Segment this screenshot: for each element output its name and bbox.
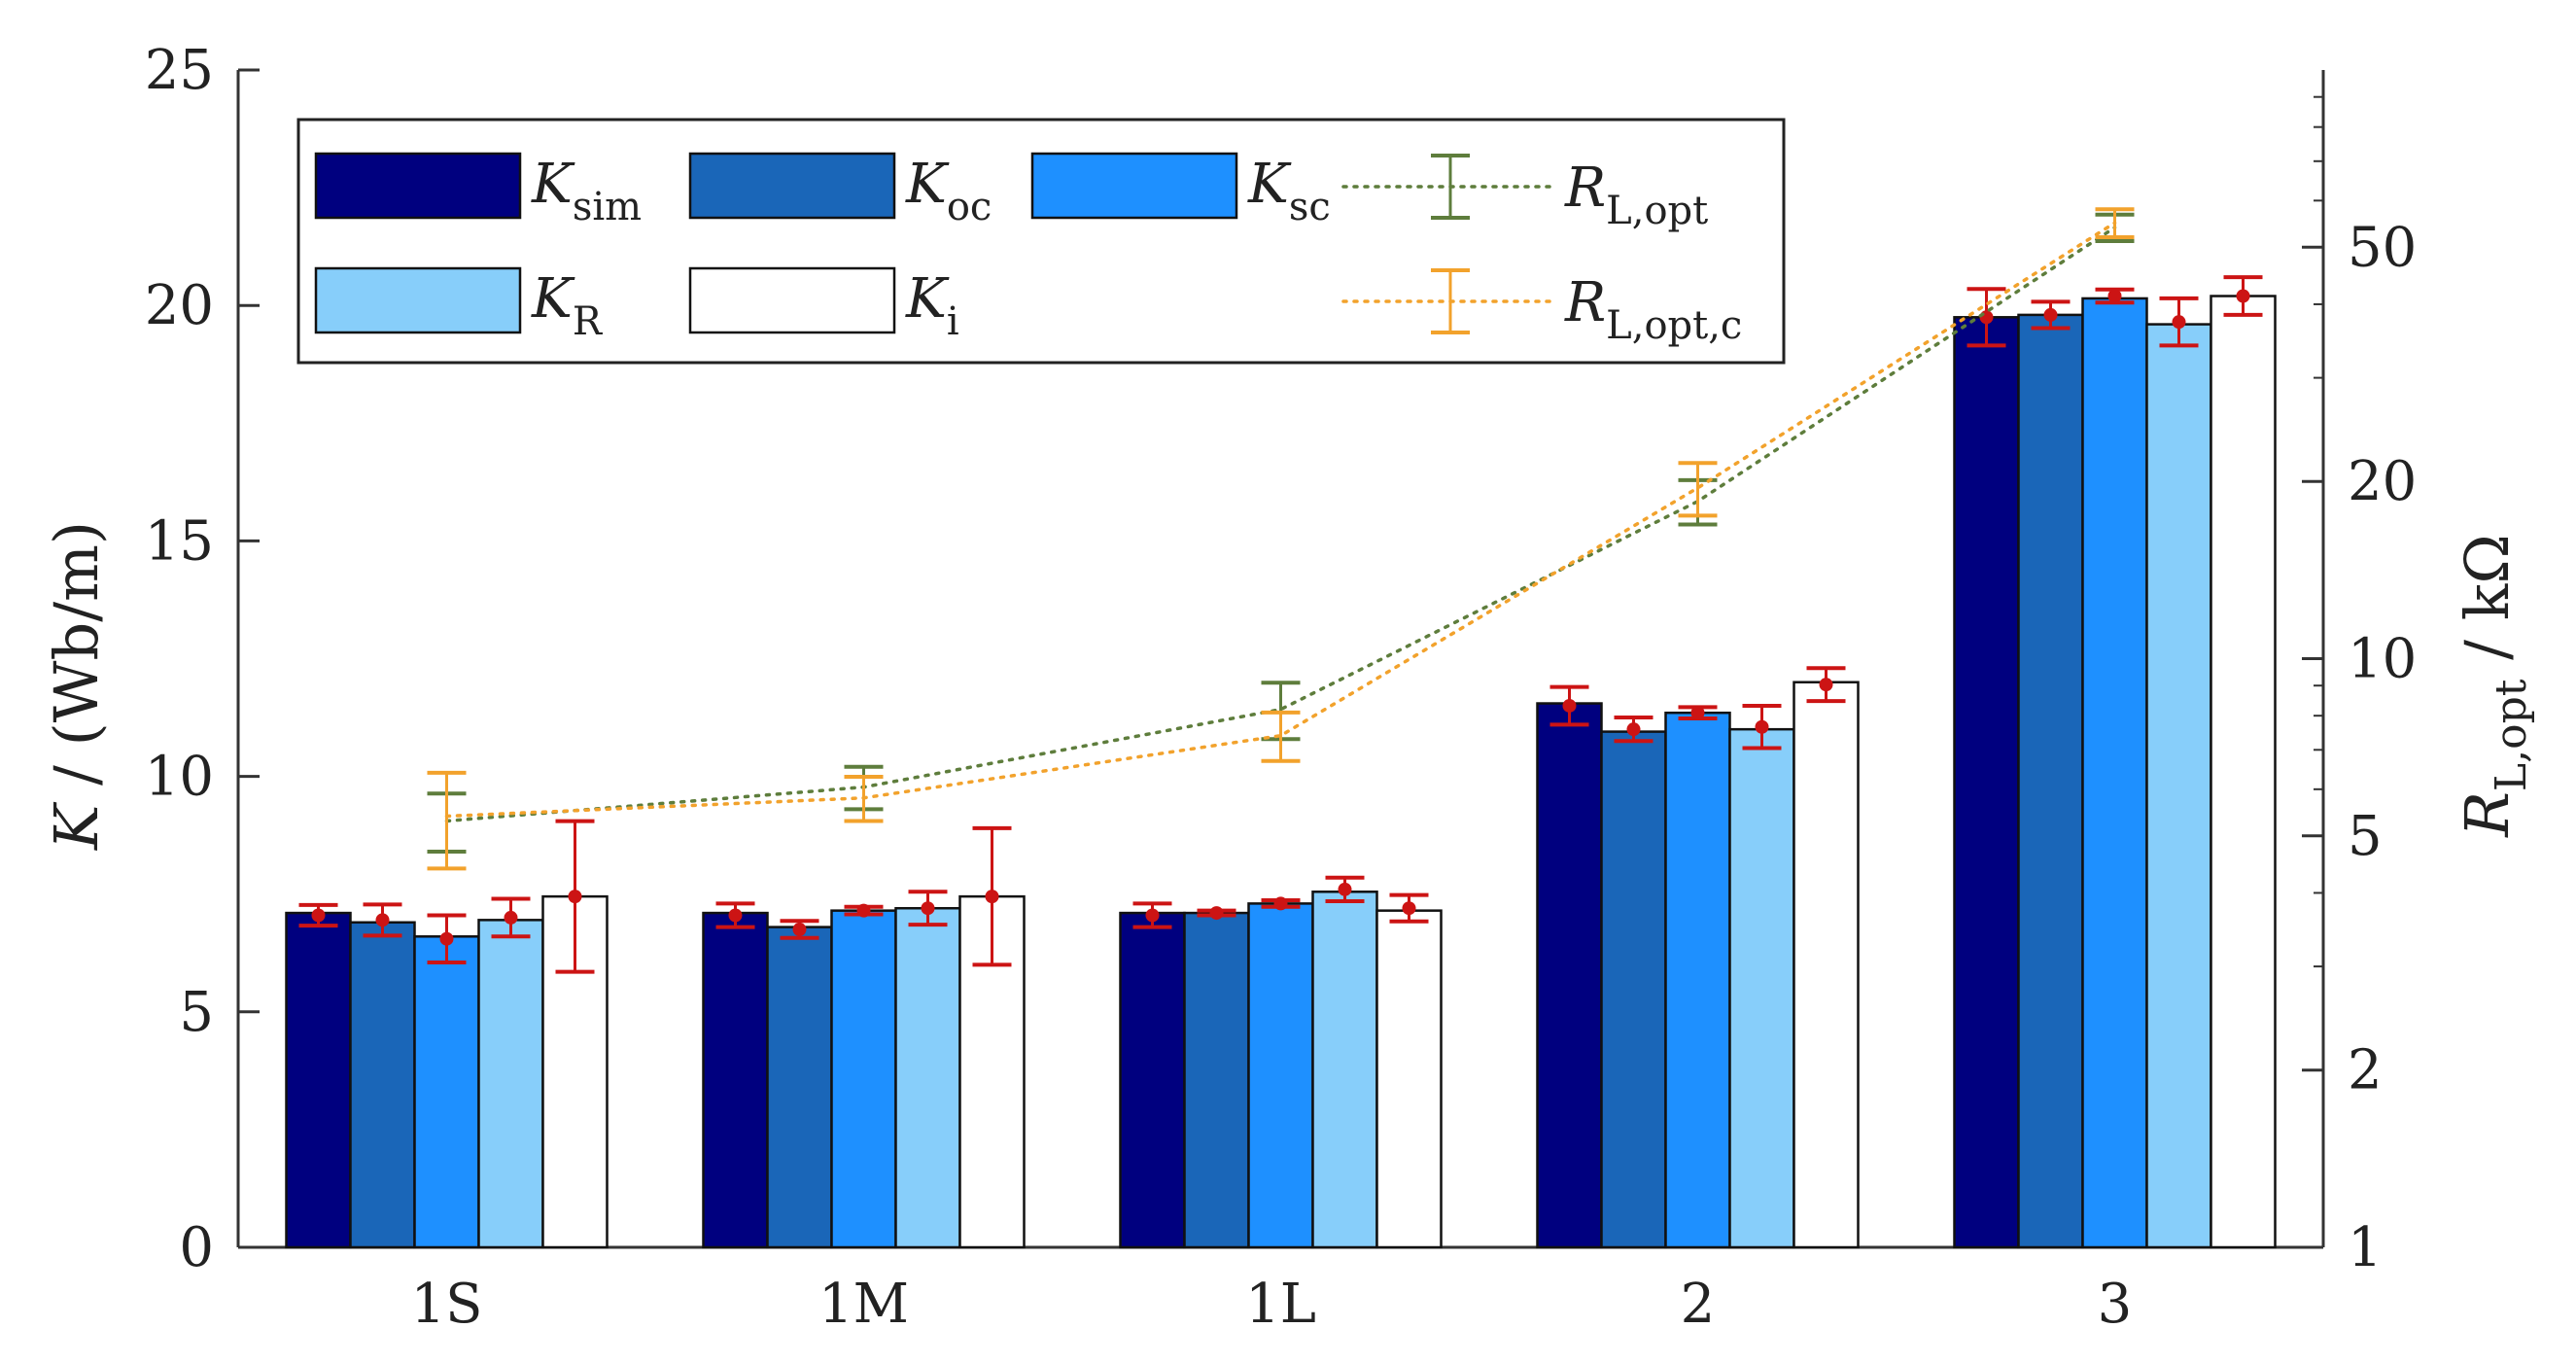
errorbar-mean-dot (375, 913, 390, 927)
line-R_L,opt (444, 226, 2117, 823)
bar-K_oc-2 (1600, 730, 1667, 1249)
errorbar-mean-dot (2172, 315, 2186, 330)
bar-K_i-3 (2210, 295, 2277, 1249)
y-right-tick-label: 1 (2348, 1216, 2383, 1279)
errorbar-mean-dot (1273, 896, 1288, 911)
legend-swatch-K_oc (688, 152, 896, 220)
y-axis-left-title: K / (Wb/m) (41, 521, 112, 851)
bar-K_R-1L (1311, 891, 1378, 1249)
errorbar-mean-dot (921, 901, 935, 916)
legend-label-K_sc: Ksc (1247, 153, 1331, 229)
bar-K_oc-1M (766, 926, 833, 1249)
x-tick-label: 1L (1245, 1273, 1316, 1336)
legend-swatch-K_sc (1030, 152, 1238, 220)
y-left-tick-label: 0 (179, 1216, 214, 1279)
bar-K_i-2 (1793, 681, 1860, 1249)
errorbar-mean-dot (1562, 698, 1577, 713)
bar-K_R-3 (2145, 323, 2212, 1249)
legend: Ksim Koc Ksc KR Ki RL,opt RL,opt,c (296, 118, 1786, 365)
errorbar-mean-dot (2236, 289, 2250, 303)
bar-K_sim-2 (1536, 702, 1603, 1249)
x-tick-label: 1M (818, 1273, 909, 1336)
legend-swatch-K_i (688, 266, 896, 334)
x-tick-label: 1S (411, 1273, 483, 1336)
errorbar-mean-dot (985, 890, 999, 904)
y-left-tick-label: 25 (145, 39, 214, 102)
bar-K_i-1L (1375, 909, 1443, 1249)
legend-label-K_sim: Ksim (531, 153, 642, 229)
errorbar-mean-dot (1819, 678, 1833, 692)
y-left-tick-label: 5 (179, 981, 214, 1044)
errorbar-mean-dot (1690, 706, 1705, 720)
errorbar-mean-dot (728, 908, 743, 923)
errorbar-mean-dot (792, 923, 807, 937)
bar-K_sc-1L (1247, 902, 1314, 1249)
legend-swatch-K_R (314, 266, 522, 334)
resistance-lines (427, 207, 2135, 871)
bar-K_sc-1S (413, 935, 480, 1249)
errorbar-mean-dot (2043, 307, 2058, 322)
errorbar-mean-dot (1209, 906, 1224, 921)
y-right-tick-label: 5 (2348, 805, 2383, 868)
bar-K_sim-1S (285, 911, 352, 1249)
errorbar-mean-dot (1145, 908, 1160, 923)
x-tick-label: 2 (1681, 1273, 1716, 1336)
legend-label-K_oc: Koc (905, 153, 992, 229)
y-right-tick-label: 20 (2348, 450, 2417, 513)
y-left-tick-label: 15 (145, 509, 214, 573)
legend-swatch-K_sim (314, 152, 522, 220)
bar-K_sim-1L (1119, 911, 1186, 1249)
errorbar-mean-dot (439, 931, 454, 946)
bar-K_sc-1M (830, 909, 897, 1249)
y-axis-right-title: RL,opt / kΩ (2452, 534, 2536, 838)
errorbar-mean-dot (1338, 882, 1352, 896)
bar-K_oc-3 (2017, 313, 2084, 1249)
errorbar-mean-dot (856, 903, 871, 918)
line-R_L,opt,c (444, 221, 2117, 819)
bar-K_oc-1S (349, 921, 416, 1249)
y-right-tick-label: 50 (2348, 216, 2417, 279)
bar-K_R-1S (477, 919, 544, 1249)
bar-K_sim-3 (1953, 316, 2020, 1249)
bar-K_oc-1L (1183, 911, 1250, 1249)
bars (285, 295, 2277, 1249)
legend-label-K_i: Ki (905, 267, 959, 344)
legend-label-R_L,opt: RL,opt (1564, 157, 1708, 233)
bar-K_sc-2 (1664, 711, 1731, 1249)
errorbar-mean-dot (504, 910, 518, 925)
legend-label-K_R: KR (531, 267, 604, 344)
errorbar-mean-dot (568, 890, 582, 904)
errorbar-mean-dot (2107, 289, 2122, 303)
x-tick-label: 3 (2098, 1273, 2133, 1336)
errorbar-mean-dot (1979, 310, 1994, 325)
y-left-tick-label: 20 (145, 274, 214, 337)
legend-label-R_L,opt,c: RL,opt,c (1564, 271, 1742, 348)
errorbar-mean-dot (311, 908, 326, 923)
y-right-tick-label: 10 (2348, 628, 2417, 691)
bar-K_R-2 (1728, 727, 1795, 1249)
bar-K_R-1M (894, 906, 961, 1249)
errorbar-mean-dot (1626, 722, 1641, 737)
y-right-tick-label: 2 (2348, 1039, 2383, 1102)
bar-K_sc-3 (2081, 297, 2148, 1249)
errorbar-mean-dot (1402, 901, 1416, 916)
bar-K_sim-1M (702, 911, 769, 1249)
bar-error-bars (298, 275, 2263, 974)
y-left-tick-label: 10 (145, 746, 214, 809)
errorbar-mean-dot (1755, 719, 1769, 734)
